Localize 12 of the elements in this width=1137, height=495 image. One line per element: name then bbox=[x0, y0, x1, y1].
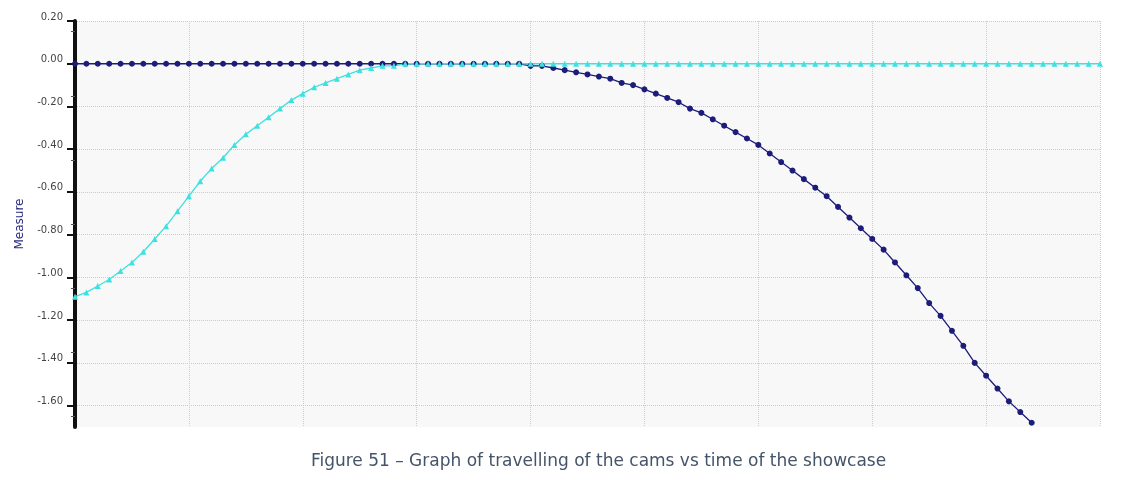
y-tick-label: -1.20 bbox=[37, 309, 63, 321]
y-tick-label: -1.00 bbox=[37, 266, 63, 278]
y-tick-label: -0.20 bbox=[37, 95, 63, 107]
y-tick-label: 0.00 bbox=[40, 53, 63, 65]
y-tick-label: -1.40 bbox=[37, 352, 63, 364]
caption: Figure 51 – Graph of travelling of the cams vs time of the showcase bbox=[309, 450, 888, 470]
y-tick-label: -0.40 bbox=[37, 138, 63, 150]
y-tick-label: -0.60 bbox=[37, 181, 63, 193]
y-tick-label: 0.20 bbox=[40, 10, 63, 22]
y-tick-label: -1.60 bbox=[37, 395, 63, 407]
y-tick-label: -0.80 bbox=[37, 224, 63, 236]
y-axis-title: Measure bbox=[12, 198, 26, 250]
